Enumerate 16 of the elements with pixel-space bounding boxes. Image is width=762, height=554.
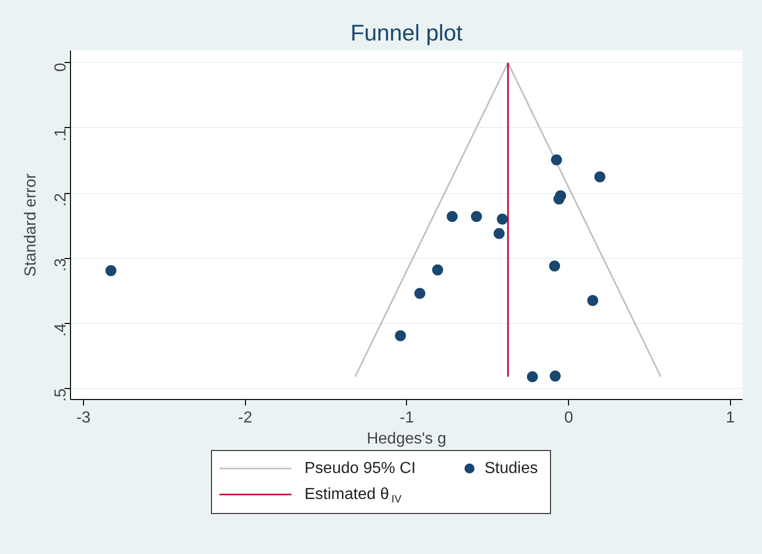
y-tick-label: .5 — [52, 388, 70, 402]
y-tick-label: 0 — [52, 62, 70, 72]
x-tick-label: 1 — [726, 410, 735, 426]
y-tick-label: .4 — [52, 323, 70, 337]
legend-label: Pseudo 95% CI — [304, 460, 416, 477]
x-tick-label: 0 — [564, 410, 574, 426]
x-axis-title: Hedges's g — [366, 430, 446, 448]
x-tick-label: -1 — [400, 410, 414, 426]
y-axis-title: Standard error — [22, 172, 40, 277]
legend-label: Studies — [484, 460, 538, 477]
x-tick-label: -3 — [76, 410, 91, 426]
chart-title: Funnel plot — [350, 20, 464, 46]
y-tick-label: .1 — [52, 128, 70, 142]
y-tick-label: .2 — [52, 192, 70, 206]
y-tick-label: .3 — [52, 258, 70, 272]
x-tick-label: -2 — [238, 410, 252, 426]
